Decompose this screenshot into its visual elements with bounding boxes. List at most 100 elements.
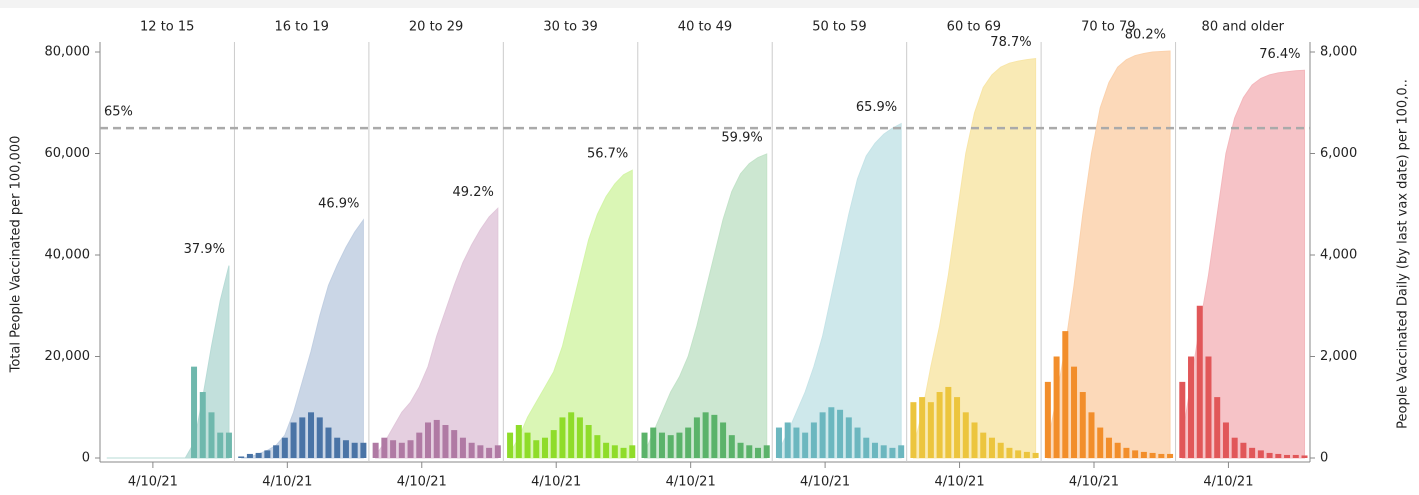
- daily-bar: [507, 432, 514, 458]
- daily-bar: [351, 442, 358, 458]
- x-tick-label: 4/10/21: [262, 475, 312, 490]
- daily-bar: [954, 397, 961, 458]
- daily-bar: [372, 442, 379, 458]
- panel-label: 40 to 49: [678, 20, 732, 35]
- daily-bar: [281, 437, 288, 458]
- end-label: 46.9%: [318, 196, 359, 211]
- header-strip: [0, 0, 1419, 8]
- daily-bar: [620, 447, 627, 458]
- daily-bar: [1284, 454, 1291, 458]
- daily-bar: [1015, 450, 1022, 458]
- daily-bar: [980, 432, 987, 458]
- daily-bar: [459, 437, 466, 458]
- daily-bar: [1114, 442, 1121, 458]
- daily-bar: [585, 425, 592, 458]
- daily-bar: [342, 440, 349, 458]
- daily-bar: [316, 417, 323, 458]
- daily-bar: [898, 445, 905, 458]
- end-label: 76.4%: [1259, 47, 1300, 62]
- daily-bar: [1257, 450, 1264, 458]
- y-tick-label: 60,000: [45, 146, 91, 161]
- daily-bar: [1214, 397, 1221, 458]
- x-tick-label: 4/10/21: [128, 475, 178, 490]
- daily-bar: [576, 417, 583, 458]
- daily-bar: [676, 432, 683, 458]
- daily-bar: [936, 392, 943, 458]
- daily-bar: [720, 422, 727, 458]
- end-label: 49.2%: [453, 185, 494, 200]
- panel-label: 20 to 29: [409, 20, 463, 35]
- daily-bar: [1123, 447, 1130, 458]
- x-tick-label: 4/10/21: [800, 475, 850, 490]
- y2-tick-label: 6,000: [1320, 146, 1357, 161]
- daily-bar: [1062, 331, 1069, 458]
- daily-bar: [486, 447, 493, 458]
- cumulative-area: [106, 265, 230, 459]
- daily-bar: [1205, 356, 1212, 458]
- daily-bar: [962, 412, 969, 458]
- daily-bar: [550, 430, 557, 458]
- daily-bar: [793, 427, 800, 458]
- daily-bar: [594, 435, 601, 458]
- daily-bar: [919, 397, 926, 458]
- cumulative-area: [644, 153, 768, 459]
- daily-bar: [702, 412, 709, 458]
- daily-bar: [802, 432, 809, 458]
- panel-label: 50 to 59: [812, 20, 866, 35]
- daily-bar: [407, 440, 414, 458]
- daily-bar: [1071, 366, 1078, 458]
- x-tick-label: 4/10/21: [666, 475, 716, 490]
- daily-bar: [515, 425, 522, 458]
- daily-bar: [1097, 427, 1104, 458]
- daily-bar: [334, 437, 341, 458]
- daily-bar: [255, 452, 262, 458]
- y-tick-label: 40,000: [45, 248, 91, 263]
- y-tick-label: 20,000: [45, 349, 91, 364]
- daily-bar: [468, 442, 475, 458]
- daily-bar: [191, 366, 198, 458]
- daily-bar: [299, 417, 306, 458]
- daily-bar: [559, 417, 566, 458]
- daily-bar: [754, 447, 761, 458]
- x-tick-label: 4/10/21: [397, 475, 447, 490]
- daily-bar: [1044, 381, 1051, 458]
- daily-bar: [1032, 452, 1039, 458]
- daily-bar: [997, 442, 1004, 458]
- daily-bar: [1105, 437, 1112, 458]
- end-label: 78.7%: [990, 35, 1031, 50]
- panel-label: 30 to 39: [543, 20, 597, 35]
- daily-bar: [945, 386, 952, 458]
- daily-bar: [1088, 412, 1095, 458]
- daily-bar: [1132, 450, 1139, 458]
- daily-bar: [290, 422, 297, 458]
- daily-bar: [199, 392, 206, 458]
- y-tick-label: 0: [82, 451, 90, 466]
- cumulative-area: [778, 122, 902, 459]
- daily-bar: [1188, 356, 1195, 458]
- daily-bar: [693, 417, 700, 458]
- end-label: 37.9%: [184, 242, 225, 257]
- daily-bar: [524, 432, 531, 458]
- daily-bar: [533, 440, 540, 458]
- daily-bar: [603, 442, 610, 458]
- daily-bar: [1231, 437, 1238, 458]
- daily-bar: [910, 402, 917, 458]
- daily-bar: [208, 412, 215, 458]
- daily-bar: [425, 422, 432, 458]
- daily-bar: [927, 402, 934, 458]
- daily-bar: [238, 456, 245, 458]
- y2-tick-label: 0: [1320, 451, 1328, 466]
- daily-bar: [433, 419, 440, 458]
- daily-bar: [737, 442, 744, 458]
- y-tick-label: 80,000: [45, 45, 91, 60]
- daily-bar: [1249, 447, 1256, 458]
- cumulative-area: [375, 207, 499, 459]
- end-label: 80.2%: [1125, 27, 1166, 42]
- daily-bar: [494, 445, 501, 458]
- daily-bar: [1292, 454, 1299, 458]
- daily-bar: [477, 445, 484, 458]
- daily-bar: [1079, 392, 1086, 458]
- daily-bar: [264, 450, 271, 458]
- y2-tick-label: 8,000: [1320, 45, 1357, 60]
